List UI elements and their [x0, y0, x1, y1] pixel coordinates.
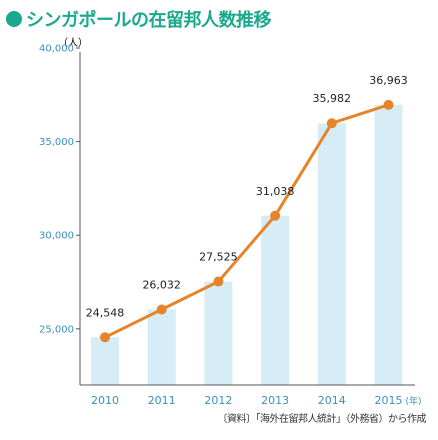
data-label: 27,525	[199, 251, 238, 264]
x-tick-label: 2011	[148, 394, 176, 407]
data-point	[383, 99, 394, 110]
background-bar	[317, 123, 346, 385]
chart-title-text: シンガポールの在留邦人数推移	[26, 10, 272, 31]
data-label: 35,982	[313, 92, 352, 105]
data-label: 31,038	[256, 185, 295, 198]
x-tick-label: 2015	[375, 394, 403, 407]
data-point	[100, 332, 110, 343]
background-bar	[204, 281, 233, 385]
data-point	[270, 210, 281, 221]
x-tick-label: 2012	[204, 394, 232, 407]
data-point	[326, 118, 337, 129]
source-note: 〔資料〕「海外在留邦人統計」（外務省）から作成	[217, 414, 427, 425]
x-tick-label: 2014	[318, 394, 346, 407]
y-tick-label: 35,000	[39, 137, 74, 148]
x-tick-label: 2013	[261, 394, 289, 407]
data-label: 24,548	[86, 306, 125, 319]
data-point	[156, 304, 167, 315]
data-point	[213, 276, 224, 287]
x-tick-label: 2010	[91, 394, 119, 407]
background-bar	[91, 337, 119, 385]
background-bar	[374, 104, 403, 386]
y-tick-label: 30,000	[39, 231, 74, 242]
y-axis-unit-label: （人）	[58, 38, 88, 49]
x-axis-unit-label: (年)	[406, 395, 422, 407]
y-tick-label: 40,000	[39, 44, 74, 55]
bullet-dot-icon	[6, 11, 22, 27]
background-bar	[261, 215, 290, 385]
series-line	[104, 103, 389, 339]
background-bar	[147, 309, 176, 385]
chart-title: シンガポールの在留邦人数推移	[6, 4, 272, 34]
y-tick-label: 25,000	[39, 324, 74, 335]
data-label: 36,963	[369, 74, 408, 87]
data-label: 26,032	[142, 279, 181, 292]
